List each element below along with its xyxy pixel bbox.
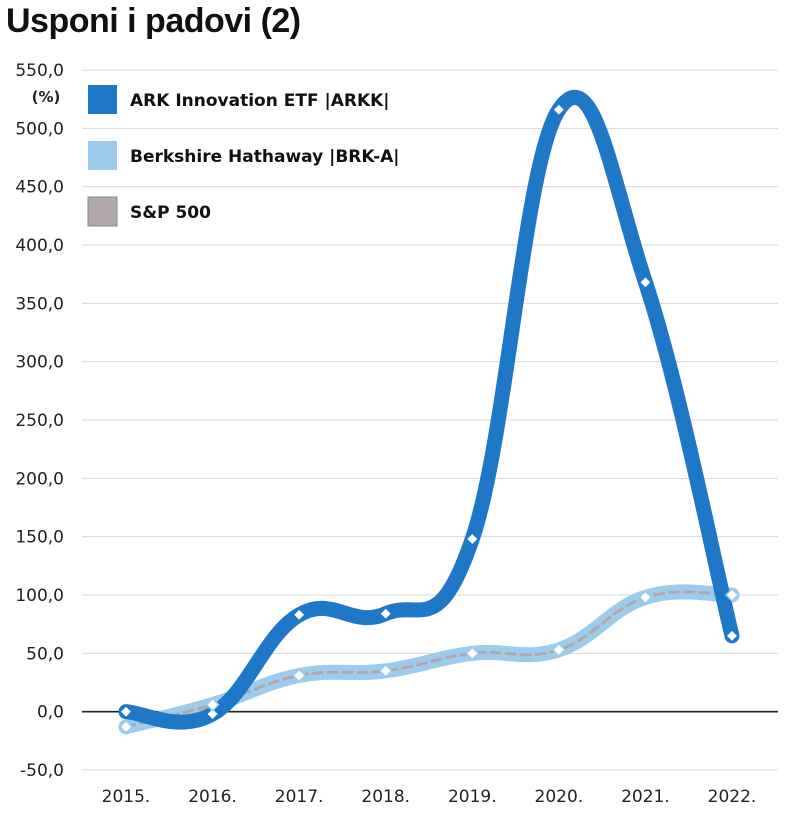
legend-swatch	[87, 196, 118, 227]
x-tick-label: 2019.	[448, 787, 497, 807]
x-axis-ticks: 2015. 2016. 2017. 2018. 2019. 2020. 2021. 2022.	[102, 787, 757, 807]
data-point	[724, 587, 740, 603]
y-tick-label: 350,0	[15, 294, 64, 314]
legend-label: Berkshire Hathaway |BRK-A|	[130, 147, 400, 167]
y-tick-label: 250,0	[15, 411, 64, 431]
data-point	[292, 668, 307, 683]
series-line-ark	[118, 90, 740, 730]
chart-title: Usponi i padovi (2)	[6, 2, 301, 40]
y-axis-unit: (%)	[32, 88, 61, 106]
legend-swatch	[88, 141, 117, 170]
data-point	[205, 697, 220, 712]
y-tick-label: 550,0	[15, 61, 64, 81]
y-tick-label: 150,0	[15, 528, 64, 548]
data-point	[118, 719, 134, 734]
data-point	[551, 642, 566, 657]
x-tick-label: 2021.	[621, 787, 670, 807]
legend-label: ARK Innovation ETF |ARKK|	[130, 91, 390, 111]
y-tick-label: 200,0	[15, 469, 64, 489]
data-point	[638, 275, 653, 290]
series-lines	[118, 90, 740, 735]
data-point	[638, 590, 653, 605]
y-tick-label: 500,0	[15, 119, 64, 139]
data-point	[118, 704, 134, 719]
legend-swatch	[88, 85, 117, 114]
y-tick-label: -50,0	[20, 761, 64, 781]
x-tick-label: 2016.	[188, 787, 237, 807]
series-line-sp500	[124, 590, 734, 729]
data-points	[118, 102, 740, 734]
legend: ARK Innovation ETF |ARKK| Berkshire Hatha…	[87, 85, 400, 227]
data-point	[465, 531, 480, 547]
data-point	[378, 606, 393, 621]
x-tick-label: 2017.	[275, 787, 324, 807]
data-point	[205, 706, 220, 722]
y-tick-label: 100,0	[15, 586, 64, 606]
data-point	[465, 646, 480, 661]
data-point	[551, 102, 566, 117]
y-tick-label: 300,0	[15, 353, 64, 373]
y-tick-label: 50,0	[26, 644, 64, 664]
data-point	[724, 628, 740, 643]
data-point	[378, 663, 393, 678]
y-tick-label: 0,0	[37, 703, 64, 723]
y-tick-label: 450,0	[15, 178, 64, 198]
x-tick-label: 2022.	[708, 787, 757, 807]
legend-label: S&P 500	[130, 203, 211, 223]
x-tick-label: 2018.	[361, 787, 410, 807]
data-point	[292, 607, 307, 622]
y-tick-label: 400,0	[15, 236, 64, 256]
x-tick-label: 2015.	[102, 787, 151, 807]
x-tick-label: 2020.	[535, 787, 584, 807]
y-axis-ticks: 550,0 500,0 450,0 400,0 350,0 300,0 250,0 200,0…	[15, 61, 64, 781]
